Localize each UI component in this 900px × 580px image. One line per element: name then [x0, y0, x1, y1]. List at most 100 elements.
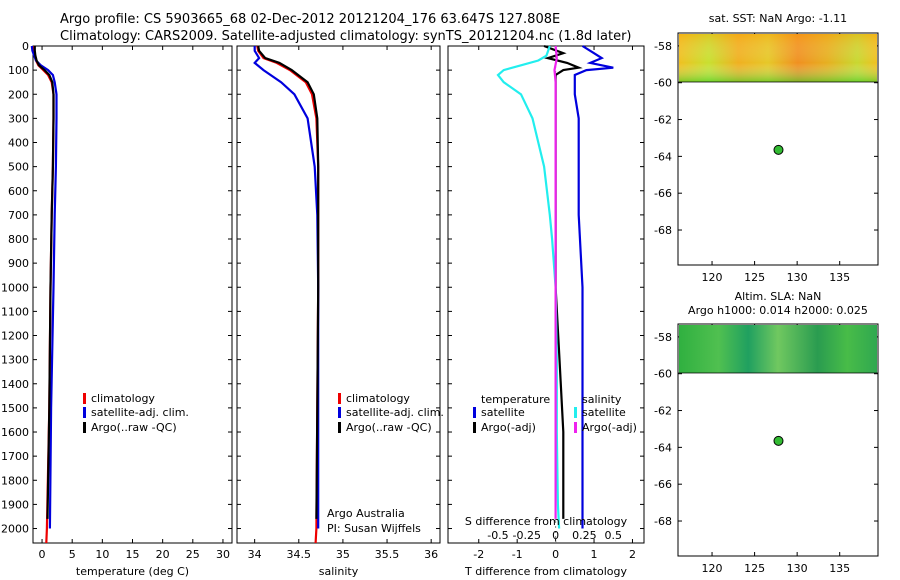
salinity-tick-label: -0.25: [513, 529, 541, 542]
map-title: sat. SST: NaN Argo: -1.11: [709, 12, 847, 25]
lat-tick-label: -64: [654, 150, 672, 163]
legend-temp-satellite-label: satellite-adj. clim.: [91, 406, 189, 419]
legend-diff-temp-argo-swatch: [473, 422, 476, 433]
x-tick-label: 34: [248, 548, 262, 561]
lat-tick-label: -68: [654, 515, 672, 528]
legend-diff-sal-satellite-swatch: [574, 407, 577, 418]
depth-tick-label: 100: [8, 64, 29, 77]
x-tick-label: 0: [552, 548, 559, 561]
x-tick-label: 1: [591, 548, 598, 561]
x-tick-label: 15: [126, 548, 140, 561]
argo-position-marker: [773, 435, 784, 446]
depth-tick-label: 1700: [1, 450, 29, 463]
series-line-difference-temperature-satellite: [573, 45, 614, 529]
lat-tick-label: -64: [654, 441, 672, 454]
depth-tick-label: 1500: [1, 402, 29, 415]
x-tick-label: 5: [69, 548, 76, 561]
legend-temp-satellite-swatch: [83, 407, 86, 418]
series-line-salinity-satellite-adj-clim-: [253, 46, 320, 529]
depth-tick-label: 1600: [1, 426, 29, 439]
legend-diff-temp-argo-label: Argo(-adj): [481, 421, 536, 434]
salinity-tick-label: 0.25: [572, 529, 597, 542]
x-tick-label: -1: [512, 548, 523, 561]
legend-diff-sal-satellite-label: satellite: [582, 406, 626, 419]
legend-temp-argo-swatch: [83, 422, 86, 433]
depth-tick-label: 1400: [1, 378, 29, 391]
salinity-axis-label: S difference from climatology: [465, 515, 628, 528]
depth-tick-label: 1000: [1, 281, 29, 294]
legend-sal-climatology-swatch: [338, 393, 341, 404]
salinity-tick-label: 0: [552, 529, 559, 542]
profile-title: Argo profile: CS 5903665_68 02-Dec-2012 …: [60, 12, 561, 27]
lat-tick-label: -66: [654, 478, 672, 491]
lat-tick-label: -68: [654, 224, 672, 237]
lon-tick-label: 125: [744, 271, 765, 284]
depth-tick-label: 1800: [1, 474, 29, 487]
lat-tick-label: -58: [654, 331, 672, 344]
depth-tick-label: 500: [8, 161, 29, 174]
climatology-title: Climatology: CARS2009. Satellite-adjuste…: [60, 29, 632, 44]
argo-note-line1: Argo Australia: [327, 507, 405, 520]
legend-diff-salinity-heading: salinity: [582, 393, 622, 406]
x-tick-label: 34.5: [287, 548, 312, 561]
legend-diff-temp-satellite-swatch: [473, 407, 476, 418]
lat-tick-label: -60: [654, 368, 672, 381]
x-tick-label: 36: [424, 548, 438, 561]
series-line-salinity-climatology: [256, 45, 320, 544]
x-tick-label: 0: [39, 548, 46, 561]
depth-tick-label: 2000: [1, 523, 29, 536]
lon-tick-label: 130: [787, 271, 808, 284]
map-data-band-shade: [679, 34, 877, 82]
argo-note-line2: PI: Susan Wijffels: [327, 522, 421, 535]
lon-tick-label: 120: [702, 271, 723, 284]
depth-tick-label: 700: [8, 209, 29, 222]
legend-sal-climatology-label: climatology: [346, 392, 410, 405]
x-tick-label: 30: [216, 548, 230, 561]
legend-temp-climatology-label: climatology: [91, 392, 155, 405]
depth-tick-label: 400: [8, 137, 29, 150]
legend-sal-satellite-swatch: [338, 407, 341, 418]
x-tick-label: 35.5: [375, 548, 400, 561]
lon-tick-label: 130: [787, 562, 808, 575]
lon-tick-label: 120: [702, 562, 723, 575]
map-title-line1: Altim. SLA: NaN: [735, 290, 822, 303]
x-tick-label: 2: [629, 548, 636, 561]
x-tick-label: 35: [336, 548, 350, 561]
series-line-difference-salinity-argo-adj-: [553, 45, 558, 519]
x-axis-label: salinity: [319, 565, 359, 578]
profile-panel-frame-difference: [447, 45, 645, 544]
salinity-tick-label: -0.5: [487, 529, 508, 542]
legend-sal-argo-label: Argo(..raw -QC): [346, 421, 432, 434]
series-line-difference-salinity-satellite: [496, 45, 561, 529]
salinity-tick-label: 0.5: [605, 529, 623, 542]
lat-tick-label: -62: [654, 114, 672, 127]
x-tick-label: 10: [95, 548, 109, 561]
argo-position-marker: [773, 144, 784, 155]
lon-tick-label: 135: [829, 271, 850, 284]
legend-temp-argo-label: Argo(..raw -QC): [91, 421, 177, 434]
depth-tick-label: 1300: [1, 354, 29, 367]
series-line-difference-temperature-argo-adj-: [543, 44, 583, 519]
x-tick-label: -2: [473, 548, 484, 561]
depth-tick-label: 200: [8, 88, 29, 101]
map-data-band-sla_map: [679, 325, 877, 373]
x-tick-label: 20: [156, 548, 170, 561]
legend-diff-sal-argo-label: Argo(-adj): [582, 421, 637, 434]
depth-tick-label: 1100: [1, 305, 29, 318]
legend-sal-satellite-label: satellite-adj. clim.: [346, 406, 444, 419]
legend-diff-temp-satellite-label: satellite: [481, 406, 525, 419]
depth-tick-label: 1200: [1, 330, 29, 343]
legend-diff-sal-argo-swatch: [574, 422, 577, 433]
depth-tick-label: 600: [8, 185, 29, 198]
lon-tick-label: 135: [829, 562, 850, 575]
depth-tick-label: 0: [22, 40, 29, 53]
depth-tick-label: 900: [8, 257, 29, 270]
lat-tick-label: -66: [654, 187, 672, 200]
lat-tick-label: -58: [654, 40, 672, 53]
profile-panel-frame-salinity: [236, 45, 441, 544]
legend-diff-temperature-heading: temperature: [481, 393, 550, 406]
lat-tick-label: -62: [654, 405, 672, 418]
map-title-line2: Argo h1000: 0.014 h2000: 0.025: [688, 304, 868, 317]
x-axis-label: T difference from climatology: [464, 565, 627, 578]
